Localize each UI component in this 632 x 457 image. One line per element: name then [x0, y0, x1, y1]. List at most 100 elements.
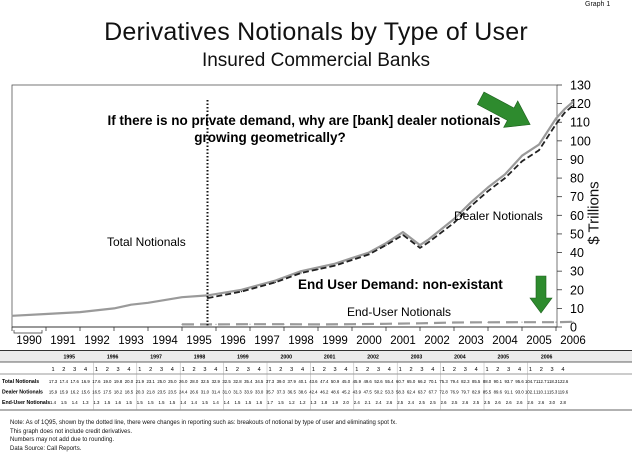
end-user-notionals-label: End-User Notionals [347, 305, 451, 319]
table-cell: 1.3 [93, 400, 100, 405]
table-cell: 102.1 [525, 390, 536, 395]
table-cell: 37.3 [277, 390, 286, 395]
table-cell: 79.4 [450, 379, 459, 384]
arrow-icon [529, 275, 553, 314]
data-point [453, 321, 455, 324]
table-cell: 1.5 [61, 400, 68, 405]
data-point [274, 281, 277, 283]
data-point [402, 234, 404, 236]
table-cell: 17.5 [103, 390, 112, 395]
table-quarter-header: 4 [258, 367, 261, 373]
table-quarter-header: 3 [203, 367, 206, 373]
table-cell: 35.4 [244, 379, 253, 384]
data-point [240, 291, 243, 293]
table-cell: 2.6 [462, 400, 469, 405]
table-cell: 2.4 [376, 400, 383, 405]
table-cell: 82.3 [461, 379, 470, 384]
table-cell: 76.9 [450, 390, 459, 395]
table-cell: 23.5 [168, 390, 177, 395]
table-cell: 2.5 [484, 400, 491, 405]
table-quarter-header: 2 [366, 367, 369, 373]
y-tick-label: 30 [570, 265, 584, 279]
table-cell: 63.7 [418, 390, 427, 395]
table-cell: 93.7 [505, 379, 514, 384]
data-point [563, 112, 566, 114]
y-tick-label: 60 [570, 209, 584, 223]
table-cell: 70.1 [429, 379, 438, 384]
table-quarter-header: 3 [507, 367, 510, 373]
table-quarter-header: 2 [149, 367, 152, 373]
table-cell: 17.3 [49, 379, 58, 384]
data-point [274, 279, 277, 282]
data-point [300, 270, 302, 272]
table-cell: 65.0 [407, 379, 416, 384]
table-cell: 1.9 [332, 400, 339, 405]
table-cell: 85.5 [483, 390, 492, 395]
table-cell: 2.6 [527, 400, 534, 405]
table-cell: 45.9 [353, 379, 362, 384]
chart-subtitle: Insured Commercial Banks [201, 50, 431, 71]
table-cell: 25.0 [168, 379, 177, 384]
table-cell: 38.6 [298, 390, 307, 395]
table-cell: 32.5 [222, 379, 231, 384]
data-point [555, 123, 557, 125]
data-point [181, 323, 183, 325]
table-cell: 1.6 [256, 400, 263, 405]
table-quarter-header: 1 [95, 367, 98, 373]
data-point [283, 323, 285, 325]
table-quarter-header: 1 [355, 367, 358, 373]
table-year-header: 1996 [107, 355, 119, 361]
table-cell: 36.5 [288, 390, 297, 395]
table-cell: 119.6 [558, 390, 569, 395]
table-quarter-header: 2 [236, 367, 239, 373]
data-point [555, 117, 557, 120]
table-cell: 52.6 [374, 379, 383, 384]
table-cell: 88.0 [483, 379, 492, 384]
table-cell: 21.8 [146, 390, 155, 395]
table-row-label: Total Notionals [2, 379, 39, 385]
table-cell: 2.5 [430, 400, 437, 405]
table-cell: 16.5 [92, 390, 101, 395]
table-cell: 16.2 [71, 390, 80, 395]
table-quarter-header: 4 [214, 367, 217, 373]
data-point [419, 322, 421, 324]
table-cell: 40.1 [298, 379, 307, 384]
data-point [11, 315, 13, 317]
series-enduser-line [182, 320, 574, 326]
table-quarter-header: 1 [51, 367, 54, 373]
table-quarter-header: 3 [464, 367, 467, 373]
table-cell: 1.8 [321, 400, 328, 405]
table-cell: 2.6 [441, 400, 448, 405]
data-point [419, 247, 421, 249]
annotations-group: If there is no private demand, why are [… [107, 91, 553, 319]
x-tick-label: 1991 [50, 335, 76, 347]
table-quarter-header: 3 [334, 367, 337, 373]
table-row-label: Dealer Notionals [2, 390, 43, 396]
data-point [572, 104, 574, 107]
table-quarter-header: 1 [138, 367, 141, 373]
table-cell: 1.4 [50, 400, 57, 405]
arrow-shape [476, 91, 531, 128]
table-quarter-header: 3 [160, 367, 163, 373]
table-year-header: 1999 [237, 355, 249, 361]
table-year-header: 2005 [498, 355, 510, 361]
table-cell: 118.3 [547, 379, 558, 384]
data-point [521, 160, 523, 162]
table-cell: 2.6 [517, 400, 524, 405]
data-point [572, 101, 574, 103]
table-cell: 19.0 [103, 379, 112, 384]
x-tick-label: 1998 [288, 335, 314, 347]
arrow-shape [529, 275, 553, 314]
table-quarter-header: 2 [323, 367, 326, 373]
table-year-header: 2003 [411, 355, 423, 361]
data-point [351, 323, 353, 325]
table-cell: 17.6 [92, 379, 101, 384]
table-cell: 1.3 [83, 400, 90, 405]
data-point [563, 108, 566, 110]
table-quarter-header: 1 [529, 367, 532, 373]
data-point [300, 272, 302, 274]
table-cell: 90.1 [494, 379, 503, 384]
data-point [334, 264, 336, 267]
x-tick-label: 2001 [390, 335, 416, 347]
